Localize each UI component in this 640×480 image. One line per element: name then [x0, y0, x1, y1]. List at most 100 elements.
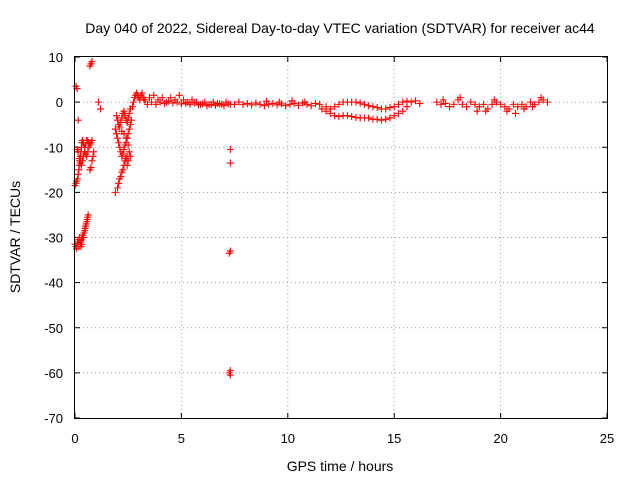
data-point — [125, 109, 133, 117]
data-point — [475, 103, 483, 111]
data-point — [365, 102, 373, 110]
data-point — [74, 116, 82, 124]
y-tick-label: -20 — [44, 185, 63, 200]
data-points — [71, 58, 551, 379]
data-point — [326, 109, 334, 117]
data-point — [124, 157, 132, 165]
data-point — [243, 99, 251, 107]
data-point — [152, 100, 160, 108]
data-point — [252, 99, 260, 107]
plot-frame — [74, 56, 608, 419]
data-point — [488, 100, 496, 108]
data-point — [125, 148, 133, 156]
data-point — [518, 100, 526, 108]
data-point — [87, 164, 95, 172]
data-point — [226, 146, 234, 154]
data-point — [437, 100, 445, 108]
data-point — [490, 96, 498, 104]
data-point — [526, 98, 534, 106]
grid-lines — [74, 56, 608, 419]
data-point — [77, 161, 85, 169]
data-point — [520, 105, 528, 113]
x-tick-label: 10 — [281, 431, 295, 446]
data-point — [537, 94, 545, 102]
data-point — [119, 166, 127, 174]
data-point — [382, 115, 390, 123]
data-point — [226, 371, 234, 379]
data-point — [83, 152, 91, 160]
data-point — [382, 105, 390, 113]
data-point — [343, 112, 351, 120]
data-point — [331, 112, 339, 120]
data-point — [473, 107, 481, 115]
y-axis-label: SDTVAR / TECUs — [7, 181, 23, 293]
data-point — [260, 102, 268, 110]
data-point — [143, 100, 151, 108]
data-point — [94, 98, 102, 106]
data-point — [503, 107, 511, 115]
data-point — [111, 188, 119, 196]
data-point — [190, 99, 198, 107]
data-point — [282, 102, 290, 110]
data-point — [125, 125, 133, 133]
data-point — [123, 161, 131, 169]
data-point — [115, 179, 123, 187]
data-point — [275, 98, 283, 106]
data-point — [89, 152, 97, 160]
data-point — [165, 97, 173, 105]
data-point — [90, 148, 98, 156]
data-point — [128, 103, 136, 111]
data-point — [80, 139, 88, 147]
data-point — [156, 98, 164, 106]
data-point — [182, 99, 190, 107]
data-point — [112, 112, 120, 120]
data-point — [88, 136, 96, 144]
x-tick-label: 25 — [600, 431, 614, 446]
data-point — [482, 107, 490, 115]
data-point — [263, 97, 271, 105]
data-point — [365, 114, 373, 122]
data-point — [74, 175, 82, 183]
data-point — [335, 113, 343, 121]
data-point — [511, 109, 519, 117]
data-point — [84, 211, 92, 219]
data-point — [111, 125, 119, 133]
y-tick-label: 10 — [49, 50, 63, 65]
data-point — [535, 98, 543, 106]
data-point — [529, 103, 537, 111]
data-point — [175, 91, 183, 99]
data-point — [88, 157, 96, 165]
data-point — [138, 89, 146, 97]
data-point — [335, 100, 343, 108]
data-point — [348, 113, 356, 121]
data-point — [97, 105, 105, 113]
data-point — [360, 100, 368, 108]
data-point — [216, 100, 224, 108]
y-tick-label: -40 — [44, 276, 63, 291]
data-point — [269, 99, 277, 107]
data-point — [301, 98, 309, 106]
data-point — [199, 100, 207, 108]
data-point — [115, 139, 123, 147]
data-point — [394, 109, 402, 117]
y-tick-label: -50 — [44, 321, 63, 336]
data-point — [117, 118, 125, 126]
y-tick-label: 0 — [56, 95, 63, 110]
data-point — [311, 99, 319, 107]
data-point — [463, 103, 471, 111]
data-point — [116, 143, 124, 151]
data-point — [158, 94, 166, 102]
data-point — [78, 157, 86, 165]
data-point — [446, 103, 454, 111]
y-tick-labels: 10 0 -10 -20 -30 -40 -50 -60 -70 — [44, 50, 63, 426]
data-point — [167, 94, 175, 102]
data-point — [160, 99, 168, 107]
data-point — [390, 103, 398, 111]
data-point — [307, 102, 315, 110]
data-point — [322, 107, 330, 115]
data-point — [369, 103, 377, 111]
data-point — [177, 100, 185, 108]
x-tick-label: 20 — [493, 431, 507, 446]
data-point — [88, 58, 96, 66]
